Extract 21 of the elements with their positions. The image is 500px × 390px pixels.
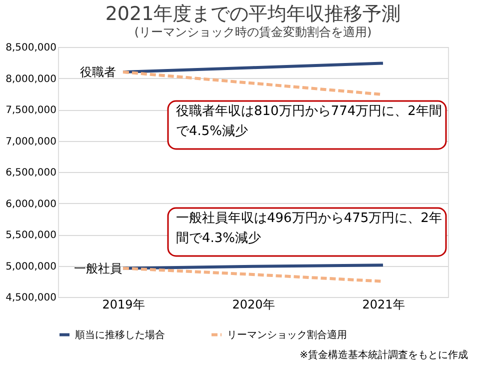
y-tick-label: 5,500,000: [6, 230, 56, 241]
annotation: 役職者: [80, 65, 116, 79]
annotation: 一般社員年収は496万円から475万円に、2年間で4.3%減少: [176, 211, 442, 246]
y-tick-label: 6,500,000: [6, 168, 56, 178]
chart-subtitle: (リーマンショック時の賃金変動割合を適用): [134, 25, 372, 39]
chart-title: 2021年度までの平均年収推移予測: [105, 3, 401, 25]
x-tick-label: 2020年: [232, 298, 275, 312]
legend-label: 順当に推移した場合: [75, 328, 165, 341]
legend-label: リーマンショック割合適用: [227, 328, 347, 341]
y-tick-label: 8,000,000: [6, 74, 56, 85]
x-tick-label: 2021年: [362, 298, 405, 312]
y-tick-label: 8,500,000: [6, 42, 56, 54]
y-tick-label: 6,000,000: [6, 198, 56, 210]
annotation: 役職者年収は810万円から774万円に、2年間で4.5%減少: [176, 104, 442, 139]
y-tick-label: 7,500,000: [6, 105, 56, 116]
y-tick-label: 7,000,000: [6, 136, 56, 148]
text: ※賃金構造基本統計調査をもとに作成: [300, 349, 468, 361]
annotation: 一般社員: [74, 261, 122, 276]
y-tick-label: 4,500,000: [6, 292, 56, 304]
y-tick-label: 5,000,000: [6, 261, 56, 272]
x-tick-label: 2019年: [102, 298, 145, 312]
